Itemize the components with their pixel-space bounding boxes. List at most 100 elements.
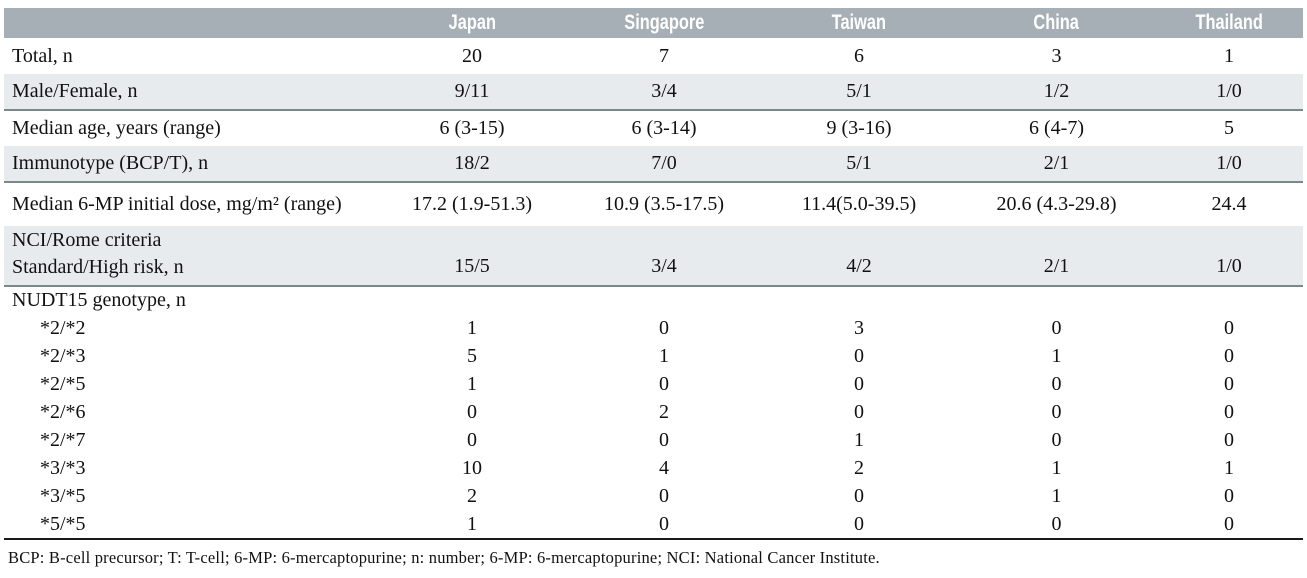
cell-value: 2 xyxy=(659,400,669,423)
header-col-thailand: Thailand xyxy=(1155,8,1303,38)
cell-value: 6 xyxy=(854,44,864,67)
cell-value: 0 xyxy=(1224,372,1234,395)
table-row: *5/*5 1 0 0 0 0 xyxy=(4,510,1303,538)
cell-value: 9/11 xyxy=(376,74,568,111)
cell-value: 11.4(5.0-39.5) xyxy=(801,193,917,215)
row-label: Male/Female, n xyxy=(4,74,376,111)
row-label: Immunotype (BCP/T), n xyxy=(4,146,376,183)
cell-value: 0 xyxy=(659,484,669,507)
cell-value: 0 xyxy=(1051,372,1062,395)
row-label: Median age, years (range) xyxy=(12,117,221,139)
table-row: *3/*3 10 4 2 1 1 xyxy=(4,454,1303,482)
cell-value: 0 xyxy=(659,372,669,395)
header-col-japan: Japan xyxy=(376,8,568,38)
cell-value: 2/1 xyxy=(958,226,1155,287)
cell-value: 24.4 xyxy=(1211,193,1247,215)
table-row: *2/*2 1 0 3 0 0 xyxy=(4,314,1303,342)
cell-value: 5 xyxy=(1224,117,1234,139)
cell-value: 0 xyxy=(1051,512,1062,535)
cell-value: 1 xyxy=(1224,44,1234,67)
table-row: *2/*5 1 0 0 0 0 xyxy=(4,370,1303,398)
table-row: Median age, years (range) 6 (3-15) 6 (3-14… xyxy=(4,110,1303,146)
cell-value: 17.2 (1.9-51.3) xyxy=(412,193,532,215)
header-col-label: Taiwan xyxy=(831,11,887,34)
cell-value: 0 xyxy=(659,512,669,535)
cell-value: 6 (3-15) xyxy=(439,117,505,139)
row-label: *2/*5 xyxy=(40,372,86,395)
cell-value: 1 xyxy=(659,344,669,367)
cell-value: 6 (3-14) xyxy=(631,117,697,139)
cell-value xyxy=(376,286,568,314)
cell-value: 4/2 xyxy=(760,226,958,287)
cell-value: 5/1 xyxy=(760,146,958,183)
cell-value xyxy=(1155,286,1303,314)
header-col-china: China xyxy=(958,8,1155,38)
cell-value: 5 xyxy=(467,344,477,367)
row-label: *5/*5 xyxy=(40,512,86,535)
cell-value xyxy=(568,286,760,314)
table-row: Male/Female, n 9/11 3/4 5/1 1/2 1/0 xyxy=(4,74,1303,111)
cell-value: 9 (3-16) xyxy=(826,117,892,139)
table-row: *2/*6 0 2 0 0 0 xyxy=(4,398,1303,426)
header-col-label: Japan xyxy=(448,11,496,34)
patient-characteristics-table: Japan Singapore Taiwan China Thailand To… xyxy=(4,8,1303,538)
header-col-singapore: Singapore xyxy=(568,8,760,38)
table-row: Immunotype (BCP/T), n 18/2 7/0 5/1 2/1 1/0 xyxy=(4,146,1303,183)
cell-value: 0 xyxy=(467,428,477,451)
cell-value: 0 xyxy=(854,512,864,535)
cell-value: 10.9 (3.5-17.5) xyxy=(604,193,724,215)
table-row: Median 6-MP initial dose, mg/m² (range) 1… xyxy=(4,182,1303,226)
cell-value: 0 xyxy=(467,400,477,423)
row-label: Median 6-MP initial dose, mg/m² (range) xyxy=(12,193,342,215)
cell-value: 20 xyxy=(462,44,482,67)
cell-value: 0 xyxy=(1051,428,1062,451)
cell-value: 1 xyxy=(1051,344,1062,367)
cell-value: 20.6 (4.3-29.8) xyxy=(996,193,1117,215)
cell-value: 2 xyxy=(467,484,477,507)
cell-value: 6 (4-7) xyxy=(1029,117,1084,139)
header-col-label: Thailand xyxy=(1195,11,1263,34)
cell-value xyxy=(958,286,1155,314)
cell-value: 0 xyxy=(1051,400,1062,423)
row-label: NUDT15 genotype, n xyxy=(12,289,186,311)
cell-value: 0 xyxy=(1224,344,1234,367)
cell-value: 3/4 xyxy=(568,226,760,287)
cell-value: 2/1 xyxy=(958,146,1155,183)
cell-value: 1 xyxy=(1051,456,1062,479)
table-header: Japan Singapore Taiwan China Thailand xyxy=(4,8,1303,38)
cell-value: 18/2 xyxy=(376,146,568,183)
header-col-taiwan: Taiwan xyxy=(760,8,958,38)
cell-value: 1/0 xyxy=(1155,74,1303,111)
cell-value: 0 xyxy=(659,428,669,451)
cell-value: 3 xyxy=(854,316,864,339)
cell-value: 1/0 xyxy=(1155,226,1303,287)
cell-value: 5/1 xyxy=(760,74,958,111)
row-label: *3/*5 xyxy=(40,484,86,507)
cell-value: 0 xyxy=(1224,484,1234,507)
patient-characteristics-table-wrap: Japan Singapore Taiwan China Thailand To… xyxy=(4,8,1303,538)
table-body: Total, n 20 7 6 3 1 Male/Female, n 9/11 3/4 5/1 1/… xyxy=(4,38,1303,538)
cell-value: 15/5 xyxy=(376,226,568,287)
row-label: *3/*3 xyxy=(40,456,86,479)
cell-value: 0 xyxy=(854,344,864,367)
header-row: Japan Singapore Taiwan China Thailand xyxy=(4,8,1303,38)
cell-value: 1/0 xyxy=(1155,146,1303,183)
row-label: NCI/Rome criteria Standard/High risk, n xyxy=(4,226,376,287)
row-label: *2/*2 xyxy=(40,316,86,339)
cell-value: 0 xyxy=(1224,400,1234,423)
table-row: NUDT15 genotype, n xyxy=(4,286,1303,314)
header-col-label: Singapore xyxy=(623,11,705,34)
cell-value: 3/4 xyxy=(568,74,760,111)
table-row: *3/*5 2 0 0 1 0 xyxy=(4,482,1303,510)
cell-value: 0 xyxy=(1224,316,1234,339)
cell-value: 0 xyxy=(1051,316,1062,339)
cell-value: 2 xyxy=(854,456,864,479)
cell-value: 4 xyxy=(659,456,669,479)
cell-value: 0 xyxy=(1224,428,1234,451)
cell-value: 0 xyxy=(854,400,864,423)
table-row: *2/*3 5 1 0 1 0 xyxy=(4,342,1303,370)
cell-value: 1 xyxy=(467,372,477,395)
header-empty-cell xyxy=(4,8,376,38)
cell-value: 7/0 xyxy=(568,146,760,183)
